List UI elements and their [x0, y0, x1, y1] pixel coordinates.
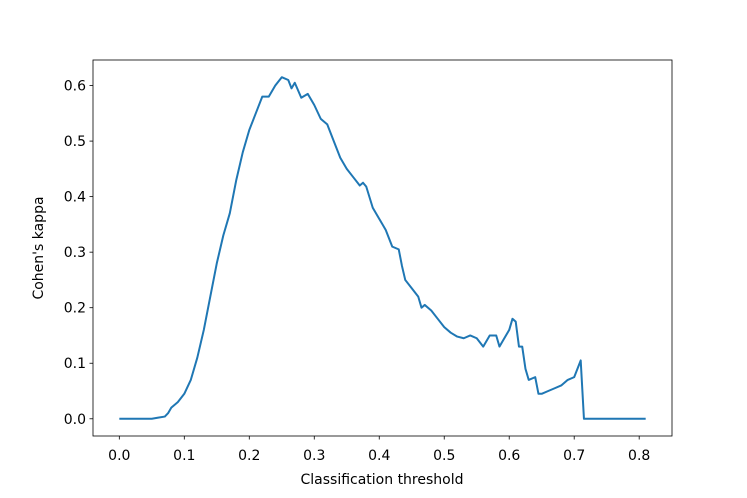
- line: [119, 76, 646, 420]
- y-tick-label: 0.1: [64, 356, 86, 372]
- y-tick-label: 0.0: [64, 412, 86, 428]
- x-tick-label: 0.3: [303, 448, 325, 464]
- x-tick-label: 0.1: [173, 448, 195, 464]
- y-axis-label: Cohen's kappa: [31, 196, 47, 299]
- y-tick-label: 0.5: [64, 134, 86, 150]
- x-tick-label: 0.7: [563, 448, 585, 464]
- x-tick-label: 0.4: [368, 448, 390, 464]
- x-axis-label: Classification threshold: [300, 472, 463, 488]
- y-tick-label: 0.6: [64, 79, 86, 95]
- y-tick-label: 0.4: [64, 190, 86, 206]
- x-tick-label: 0.8: [628, 448, 650, 464]
- y-tick-label: 0.3: [64, 245, 86, 261]
- plot-frame: [92, 59, 673, 437]
- x-tick-label: 0.5: [433, 448, 455, 464]
- x-tick-label: 0.6: [498, 448, 520, 464]
- x-tick-label: 0.2: [238, 448, 260, 464]
- x-tick-label: 0.0: [108, 448, 130, 464]
- y-tick-label: 0.2: [64, 301, 86, 317]
